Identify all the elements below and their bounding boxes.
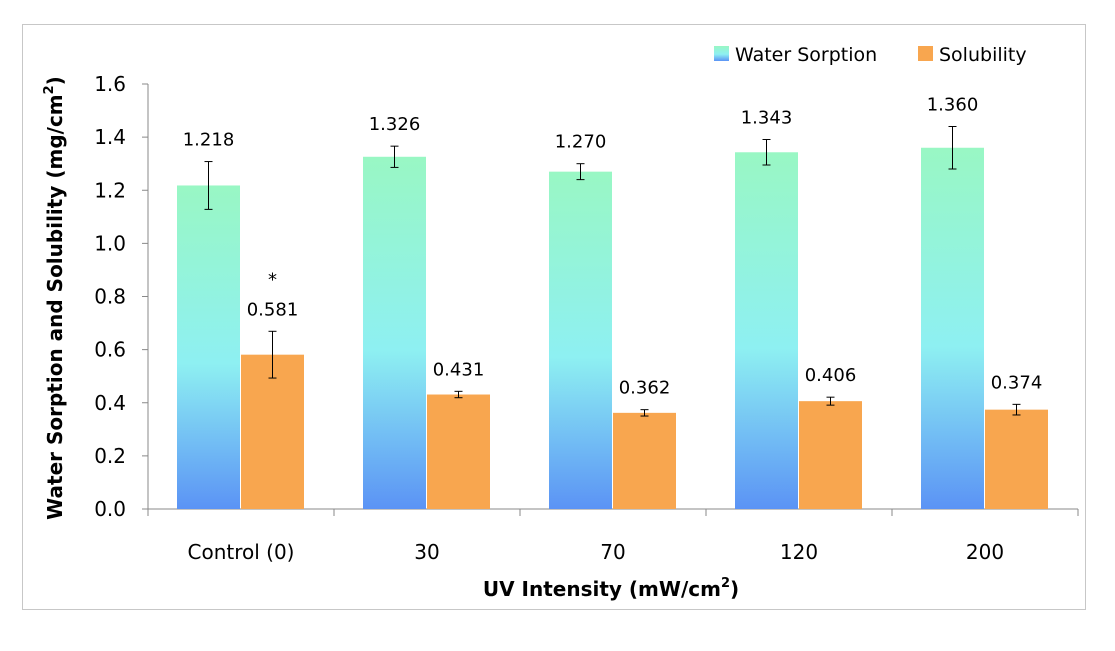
data-label-solubility: 0.406	[805, 365, 857, 386]
y-tick-label: 0.8	[94, 285, 126, 309]
bar-solubility	[985, 409, 1048, 509]
x-axis-title: UV Intensity (mW/cm2)	[483, 576, 739, 601]
data-label-solubility: 0.581	[247, 299, 299, 320]
bar-water-sorption	[363, 156, 426, 509]
error-bar-solubility	[826, 396, 835, 406]
error-bar-water-sorption	[762, 139, 771, 166]
y-tick-label: 0.2	[94, 444, 126, 468]
legend-label-water-sorption: Water Sorption	[735, 44, 877, 66]
y-tick-label: 1.2	[94, 178, 126, 202]
error-bar-solubility	[1012, 403, 1021, 416]
error-bar-solubility	[640, 409, 649, 417]
x-tick-label: 120	[780, 540, 818, 564]
significance-annotation: *	[268, 269, 277, 290]
x-tick-label: 200	[966, 540, 1004, 564]
error-bar-solubility	[454, 390, 463, 399]
y-tick-label: 1.0	[94, 231, 126, 255]
bar-water-sorption	[177, 185, 240, 509]
y-tick-label: 1.6	[94, 72, 126, 96]
data-label-water-sorption: 1.326	[369, 114, 421, 135]
bar-solubility	[241, 354, 304, 509]
bar-solubility	[427, 394, 490, 509]
y-axis: 0.0 0.2 0.4 0.6 0.8 1.0 1.2 1.4 1.6	[94, 72, 149, 521]
data-label-water-sorption: 1.343	[741, 108, 793, 129]
data-label-solubility: 0.431	[433, 359, 485, 380]
legend-label-solubility: Solubility	[939, 44, 1027, 66]
bar-solubility	[799, 401, 862, 509]
data-label-water-sorption: 1.218	[183, 130, 235, 151]
data-labels: 1.218 0.581 * 1.326 0.431 1.270 0.362 1.343 0.40…	[183, 95, 1043, 399]
y-tick-label: 0.6	[94, 338, 126, 362]
data-label-solubility: 0.374	[991, 372, 1043, 393]
y-axis-title: Water Sorption and Solubility (mg/cm2)	[42, 76, 67, 520]
error-bar-water-sorption	[204, 161, 213, 210]
legend: Water Sorption Solubility	[714, 44, 1027, 66]
legend-swatch-water-sorption	[714, 46, 729, 61]
x-axis: Control (0) 30 70 120 200	[147, 508, 1079, 564]
error-bar-water-sorption	[390, 145, 399, 168]
y-tick-label: 1.4	[94, 125, 126, 149]
error-bar-water-sorption	[576, 163, 585, 181]
bar-water-sorption	[921, 147, 984, 509]
bar-solubility	[613, 412, 676, 509]
y-tick-label: 0.4	[94, 391, 126, 415]
error-bar-solubility	[268, 330, 277, 379]
x-tick-label: 70	[600, 540, 625, 564]
bars	[177, 126, 1048, 509]
data-label-water-sorption: 1.360	[927, 95, 979, 116]
data-label-solubility: 0.362	[619, 378, 671, 399]
data-label-water-sorption: 1.270	[555, 132, 607, 153]
x-tick-label: 30	[414, 540, 439, 564]
error-bar-water-sorption	[948, 126, 957, 170]
x-tick-label: Control (0)	[188, 540, 295, 564]
legend-swatch-solubility	[918, 46, 933, 61]
bar-water-sorption	[735, 152, 798, 509]
bar-water-sorption	[549, 171, 612, 509]
y-tick-label: 0.0	[94, 497, 126, 521]
